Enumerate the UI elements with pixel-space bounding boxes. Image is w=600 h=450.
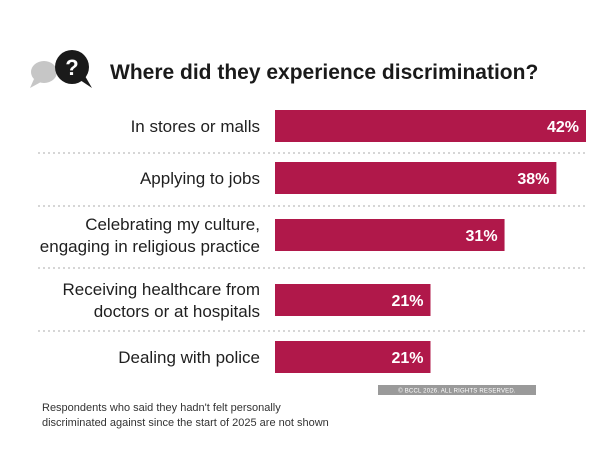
chart-title: Where did they experience discrimination… xyxy=(110,61,538,84)
copyright-notice: © BCCL 2026. ALL RIGHTS RESERVED. xyxy=(378,385,536,395)
footnote-line-2: discriminated against since the start of… xyxy=(42,417,329,429)
bar xyxy=(275,284,431,316)
footnote: Respondents who said they hadn't felt pe… xyxy=(42,402,329,429)
category-label: Celebrating my culture, xyxy=(85,215,260,234)
question-mark-glyph: ? xyxy=(65,55,78,80)
question-bubble-icon: ? xyxy=(30,50,92,88)
footnote-line-1: Respondents who said they hadn't felt pe… xyxy=(42,402,281,414)
speech-bubble-front-tail xyxy=(80,76,92,88)
category-label: Applying to jobs xyxy=(140,169,260,188)
value-label: 38% xyxy=(517,171,549,188)
category-label: In stores or malls xyxy=(131,117,260,136)
category-label: doctors or at hospitals xyxy=(94,302,260,321)
value-label: 31% xyxy=(466,228,498,245)
bar xyxy=(275,219,505,251)
speech-bubble-back-tail xyxy=(30,79,41,88)
bar xyxy=(275,341,431,373)
category-label: engaging in religious practice xyxy=(40,237,260,256)
copyright-text: © BCCL 2026. ALL RIGHTS RESERVED. xyxy=(398,388,516,395)
value-label: 21% xyxy=(391,293,423,310)
bars-layer: 42% In stores or malls 38% Applying to jobs… xyxy=(38,110,586,373)
bar xyxy=(275,162,557,194)
bar xyxy=(275,110,586,142)
category-label: Dealing with police xyxy=(118,348,260,367)
value-label: 42% xyxy=(547,119,579,136)
value-label: 21% xyxy=(391,350,423,367)
speech-bubble-front-icon xyxy=(55,50,89,84)
speech-bubble-back-icon xyxy=(31,61,57,83)
copyright-background xyxy=(378,385,536,395)
category-label: Receiving healthcare from xyxy=(63,280,260,299)
